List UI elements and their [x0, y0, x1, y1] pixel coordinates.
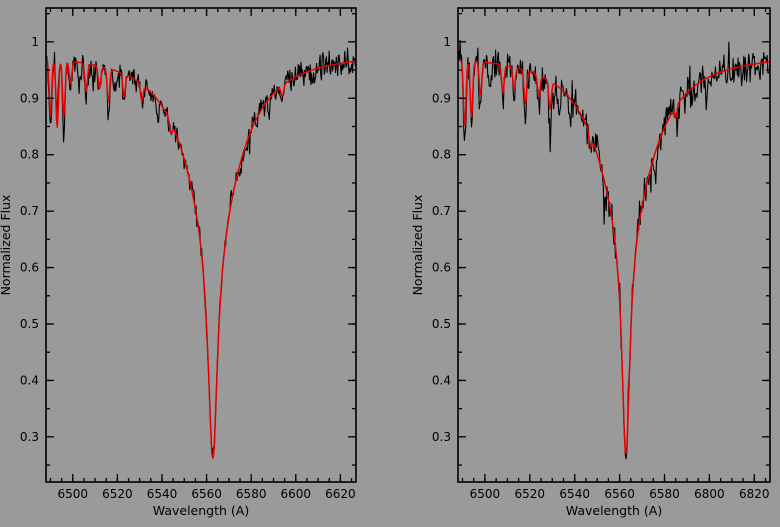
y-tick-label: 0.8 — [20, 148, 39, 162]
x-tick-label: 6500 — [58, 487, 89, 501]
y-tick-label: 0.6 — [432, 261, 451, 275]
x-tick-label: 6800 — [694, 487, 725, 501]
x-tick-label: 6560 — [604, 487, 635, 501]
x-tick-label: 6500 — [470, 487, 501, 501]
right-y-axis-title: Normalized Flux — [410, 195, 425, 296]
left-plot-frame — [45, 7, 357, 483]
y-tick-label: 0.3 — [432, 430, 451, 444]
y-tick-label: 0.3 — [20, 430, 39, 444]
right-panel-series — [457, 39, 771, 460]
right-plot-frame — [457, 7, 771, 483]
y-tick-label: 0.8 — [432, 148, 451, 162]
x-tick-label: 6520 — [515, 487, 546, 501]
right-panel-labels: 6500 6520 6540 6560 6580 6800 6820 1 0.9 0.8 0.7 0.… — [432, 35, 770, 501]
x-tick-label: 6620 — [325, 487, 356, 501]
y-tick-label: 0.7 — [432, 204, 451, 218]
x-tick-label: 6540 — [559, 487, 590, 501]
right-x-axis-title: Wavelength (A) — [566, 503, 662, 518]
y-tick-label: 0.7 — [20, 204, 39, 218]
y-tick-label: 1 — [443, 35, 451, 49]
left-x-axis-title: Wavelength (A) — [153, 503, 249, 518]
x-tick-label: 6600 — [281, 487, 312, 501]
left-panel-labels: 6500 6520 6540 6560 6580 6600 6620 1 0.9 0.8 0.7 0.… — [20, 35, 356, 501]
y-tick-label: 1 — [31, 35, 39, 49]
left-panel: 6500 6520 6540 6560 6580 6600 6620 1 0.9 0.8 0.7 0.… — [0, 7, 357, 518]
left-panel-series — [45, 47, 357, 459]
observed-spectrum-line — [457, 39, 771, 460]
x-tick-label: 6540 — [147, 487, 178, 501]
right-panel: 6500 6520 6540 6560 6580 6800 6820 1 0.9 0.8 0.7 0.… — [410, 7, 771, 518]
y-tick-label: 0.4 — [432, 373, 451, 387]
y-tick-label: 0.6 — [20, 261, 39, 275]
y-tick-label: 0.9 — [432, 91, 451, 105]
x-tick-label: 6560 — [191, 487, 222, 501]
right-panel-ticks — [458, 8, 770, 482]
left-y-axis-title: Normalized Flux — [0, 195, 13, 296]
y-tick-label: 0.9 — [20, 91, 39, 105]
x-tick-label: 6520 — [102, 487, 133, 501]
x-tick-label: 6580 — [649, 487, 680, 501]
y-tick-label: 0.5 — [432, 317, 451, 331]
y-tick-label: 0.4 — [20, 373, 39, 387]
model-spectrum-line — [45, 58, 357, 459]
x-tick-label: 6820 — [739, 487, 770, 501]
y-tick-label: 0.5 — [20, 317, 39, 331]
left-panel-ticks — [46, 8, 356, 482]
x-tick-label: 6580 — [236, 487, 267, 501]
model-spectrum-line — [457, 58, 771, 455]
